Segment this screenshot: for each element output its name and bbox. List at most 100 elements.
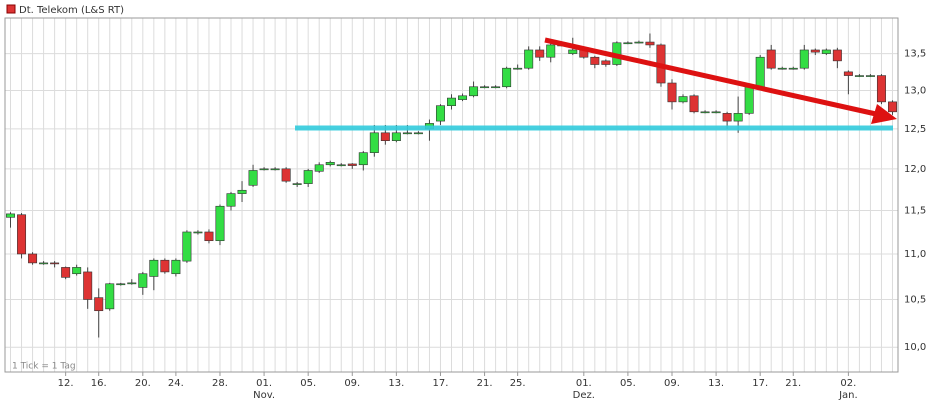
candle-body	[39, 262, 49, 265]
candle-body	[215, 205, 225, 242]
candles	[6, 33, 897, 338]
candle-body	[634, 41, 644, 44]
candle-body	[116, 283, 126, 286]
candle-body	[149, 259, 159, 277]
candle-body	[270, 168, 280, 171]
candle-body	[513, 67, 523, 70]
y-tick-label: 12,0	[904, 164, 926, 175]
legend-swatch	[6, 4, 16, 14]
x-tick-label: 21.	[477, 378, 493, 389]
chart-title: Dt. Telekom (L&S RT)	[19, 5, 124, 16]
candle-body	[799, 49, 809, 69]
y-tick-label: 13,5	[904, 49, 926, 60]
candle-body	[303, 170, 313, 184]
candle-body	[623, 42, 633, 45]
candle-body	[248, 170, 258, 186]
candle-body	[226, 193, 236, 207]
candle-body	[160, 259, 170, 273]
candle-body	[766, 49, 776, 69]
y-tick-label: 11,0	[904, 249, 926, 260]
trend-arrow	[544, 37, 877, 117]
candle-body	[821, 49, 831, 54]
candle-body	[94, 297, 104, 312]
candle-body	[469, 86, 479, 97]
y-tick-label: 11,5	[904, 205, 926, 216]
candle-body	[83, 271, 93, 300]
candle-body	[237, 189, 247, 194]
candle-body	[865, 75, 875, 77]
x-tick-label: 25.	[510, 378, 526, 389]
candle-body	[281, 168, 291, 182]
candle-body	[182, 231, 192, 262]
candle-body	[28, 253, 38, 264]
candle-body	[887, 101, 897, 113]
candle-body	[568, 49, 578, 54]
candle-body	[72, 267, 82, 275]
x-tick-label: 05.	[300, 378, 316, 389]
x-tick-label: 17.	[433, 378, 449, 389]
candle-body	[810, 49, 820, 53]
candle-body	[138, 273, 148, 288]
candle-body	[391, 132, 401, 142]
candle-body	[755, 56, 765, 88]
x-tick-label: 01.	[256, 378, 272, 389]
candle-body	[105, 283, 115, 310]
candle-body	[204, 231, 214, 242]
x-tick-label: 20.	[135, 378, 151, 389]
x-tick-label: 01.	[576, 378, 592, 389]
candle-body	[788, 67, 798, 70]
candle-body	[458, 95, 468, 100]
y-tick-label: 13,0	[904, 86, 926, 97]
x-tick-label: 02.	[840, 378, 856, 389]
grid	[5, 18, 898, 372]
candle-body	[832, 49, 842, 62]
candle-body	[435, 105, 445, 122]
x-tick-label: 13.	[708, 378, 724, 389]
month-label: Jan.	[838, 390, 858, 401]
x-tick-label: 24.	[168, 378, 184, 389]
candle-body	[325, 162, 335, 166]
y-tick-label: 12,5	[904, 124, 926, 135]
candle-body	[777, 67, 787, 70]
candle-body	[193, 231, 203, 234]
x-tick-label: 28.	[212, 378, 228, 389]
candle-body	[447, 97, 456, 106]
candle-body	[369, 132, 379, 153]
candle-body	[667, 82, 677, 103]
y-tick-label: 10,5	[904, 294, 926, 305]
candle-body	[336, 164, 346, 167]
candle-body	[711, 111, 721, 114]
candle-body	[61, 267, 71, 278]
x-tick-label: 16.	[91, 378, 107, 389]
candle-body	[645, 41, 655, 46]
candle-body	[6, 213, 16, 218]
candle-body	[502, 67, 512, 88]
candle-body	[524, 49, 534, 69]
candle-body	[380, 132, 390, 142]
candle-body	[491, 86, 501, 89]
candle-body	[854, 75, 864, 77]
footnote: 1 Tick = 1 Tag	[12, 362, 76, 372]
candle-body	[843, 71, 853, 76]
x-tick-label: 21.	[785, 378, 801, 389]
candle-body	[347, 163, 357, 166]
candle-body	[601, 60, 611, 65]
trend-arrowhead	[871, 104, 897, 124]
month-label: Dez.	[573, 390, 595, 401]
candle-body	[700, 111, 710, 114]
x-tick-label: 09.	[664, 378, 680, 389]
candle-body	[358, 152, 368, 166]
candle-body	[689, 95, 699, 113]
candle-body	[678, 96, 688, 103]
candle-body	[292, 183, 302, 185]
month-label: Nov.	[253, 390, 275, 401]
candle-body	[744, 86, 754, 114]
x-tick-label: 05.	[620, 378, 636, 389]
candle-body	[546, 44, 556, 58]
plot-frame	[4, 17, 899, 373]
x-tick-label: 09.	[344, 378, 360, 389]
candle-body	[733, 113, 743, 122]
candle-body	[314, 164, 324, 172]
